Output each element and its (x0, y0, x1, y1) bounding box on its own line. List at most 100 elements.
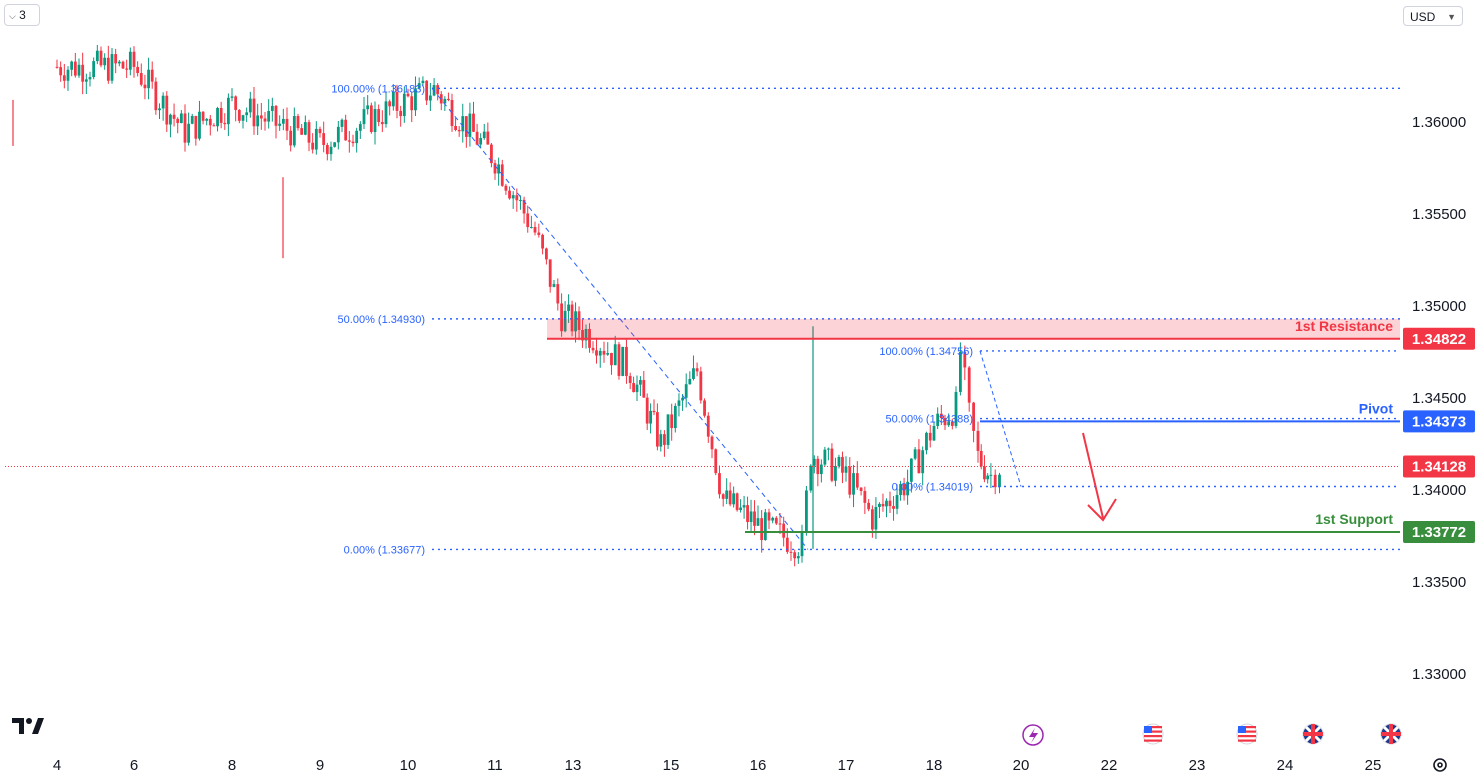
flag-stripe (1238, 739, 1256, 742)
candle-body-down (436, 85, 440, 95)
candle-body-up (169, 114, 172, 125)
candle-body-up (635, 384, 639, 393)
time-tick-label: 4 (53, 757, 61, 774)
settings-icon[interactable] (1430, 755, 1450, 775)
candle-body-up (336, 126, 340, 143)
candles-layer (12, 44, 1001, 567)
level-name-label: 1st Support (1315, 511, 1393, 527)
interval-selector[interactable]: ⌵ 3 (4, 4, 40, 26)
uk-flag-icon[interactable] (1380, 723, 1402, 745)
candle-body-up (649, 410, 652, 424)
candle-body-down (201, 111, 205, 121)
candle-body-up (278, 123, 282, 126)
candle-body-down (223, 122, 227, 125)
candle-body-up (421, 80, 425, 84)
lightning-glyph (1029, 728, 1038, 743)
candle-body-down (789, 551, 793, 553)
candle-body-down (602, 350, 606, 355)
candle-body-up (677, 400, 681, 406)
candle-body-up (739, 507, 742, 511)
time-tick-label: 11 (487, 757, 503, 774)
candle-body-down (943, 418, 947, 426)
candle-body-down (902, 484, 906, 496)
candle-body-up (511, 195, 515, 199)
candle-body-down (289, 130, 293, 146)
candle-body-up (574, 311, 577, 332)
candle-body-down (322, 133, 326, 145)
flag-stripe (1238, 726, 1256, 729)
candle-body-up (414, 88, 417, 111)
fib-level-label: 100.00% (1.36183) (331, 83, 425, 95)
candle-body-up (84, 79, 88, 82)
us-flag-icon[interactable] (1236, 723, 1258, 745)
candle-body-up (391, 91, 395, 107)
candle-body-down (670, 414, 674, 429)
candle-body-down (508, 190, 511, 199)
candle-body-up (552, 284, 556, 287)
candle-body-down (406, 93, 410, 97)
candle-body-up (837, 456, 841, 467)
time-tick-label: 20 (1013, 757, 1030, 774)
level-price-label: 1.34822 (1412, 331, 1466, 348)
candle-body-up (639, 380, 642, 385)
candle-body-down (632, 383, 635, 393)
candle-body-down (533, 227, 537, 233)
candle-body-up (147, 69, 150, 89)
candle-body-up (366, 105, 370, 110)
level-price-badge (1403, 410, 1475, 433)
candle-body-up (70, 61, 74, 70)
time-tick-label: 13 (565, 757, 582, 774)
candle-body-up (267, 110, 271, 122)
candle-body-down (939, 413, 943, 419)
levels-layer: 1st Resistance Pivot 1st Support (5, 318, 1400, 533)
candle-body-up (479, 138, 483, 145)
lightning-event-icon[interactable] (1022, 724, 1044, 746)
candle-body-down (577, 311, 581, 331)
candle-body-up (606, 352, 610, 355)
tradingview-logo[interactable] (12, 716, 44, 736)
resistance-zone (547, 318, 1400, 339)
candle-body-up (161, 95, 165, 109)
time-tick-label: 23 (1189, 757, 1206, 774)
candle-body-down (454, 126, 457, 130)
candle-body-down (816, 458, 820, 475)
forecast-arrow-down (1082, 432, 1117, 522)
candle-body-down (695, 368, 699, 372)
candle-body-down (395, 91, 399, 111)
candle-body-down (106, 57, 110, 81)
fib-trend-line (979, 350, 1022, 487)
time-tick-label: 17 (838, 757, 855, 774)
candle-body-up (763, 512, 767, 541)
us-flag-icon[interactable] (1142, 723, 1164, 745)
candle-body-up (110, 54, 114, 81)
candle-body-down (785, 537, 789, 552)
candle-body-down (699, 371, 703, 401)
candle-body-up (245, 112, 249, 116)
candle-body-up (673, 405, 677, 429)
candle-body-down (710, 436, 714, 450)
candle-body-down (548, 259, 552, 287)
candle-body-down (59, 67, 63, 76)
candle-body-down (928, 432, 932, 441)
candle-body-down (252, 98, 256, 127)
candle-body-up (373, 109, 377, 133)
candle-body-down (457, 129, 461, 132)
candle-body-up (187, 123, 191, 143)
candle-body-down (380, 122, 384, 125)
fib-level-label: 0.00% (1.33677) (344, 544, 425, 556)
candle-body-up (742, 505, 746, 508)
uk-flag-icon[interactable] (1302, 723, 1324, 745)
candle-body-down (99, 50, 103, 66)
chevron-down-icon: ▼ (1447, 12, 1456, 22)
candle-body-up (158, 108, 161, 111)
candle-body-up (362, 109, 366, 125)
currency-selector[interactable]: USD ▼ (1403, 6, 1463, 26)
candle-body-up (771, 517, 775, 521)
time-tick-label: 15 (663, 757, 680, 774)
candle-body-up (226, 97, 230, 125)
time-tick-label: 25 (1365, 757, 1382, 774)
candle-body-down (285, 118, 289, 131)
candle-body-down (556, 284, 560, 304)
